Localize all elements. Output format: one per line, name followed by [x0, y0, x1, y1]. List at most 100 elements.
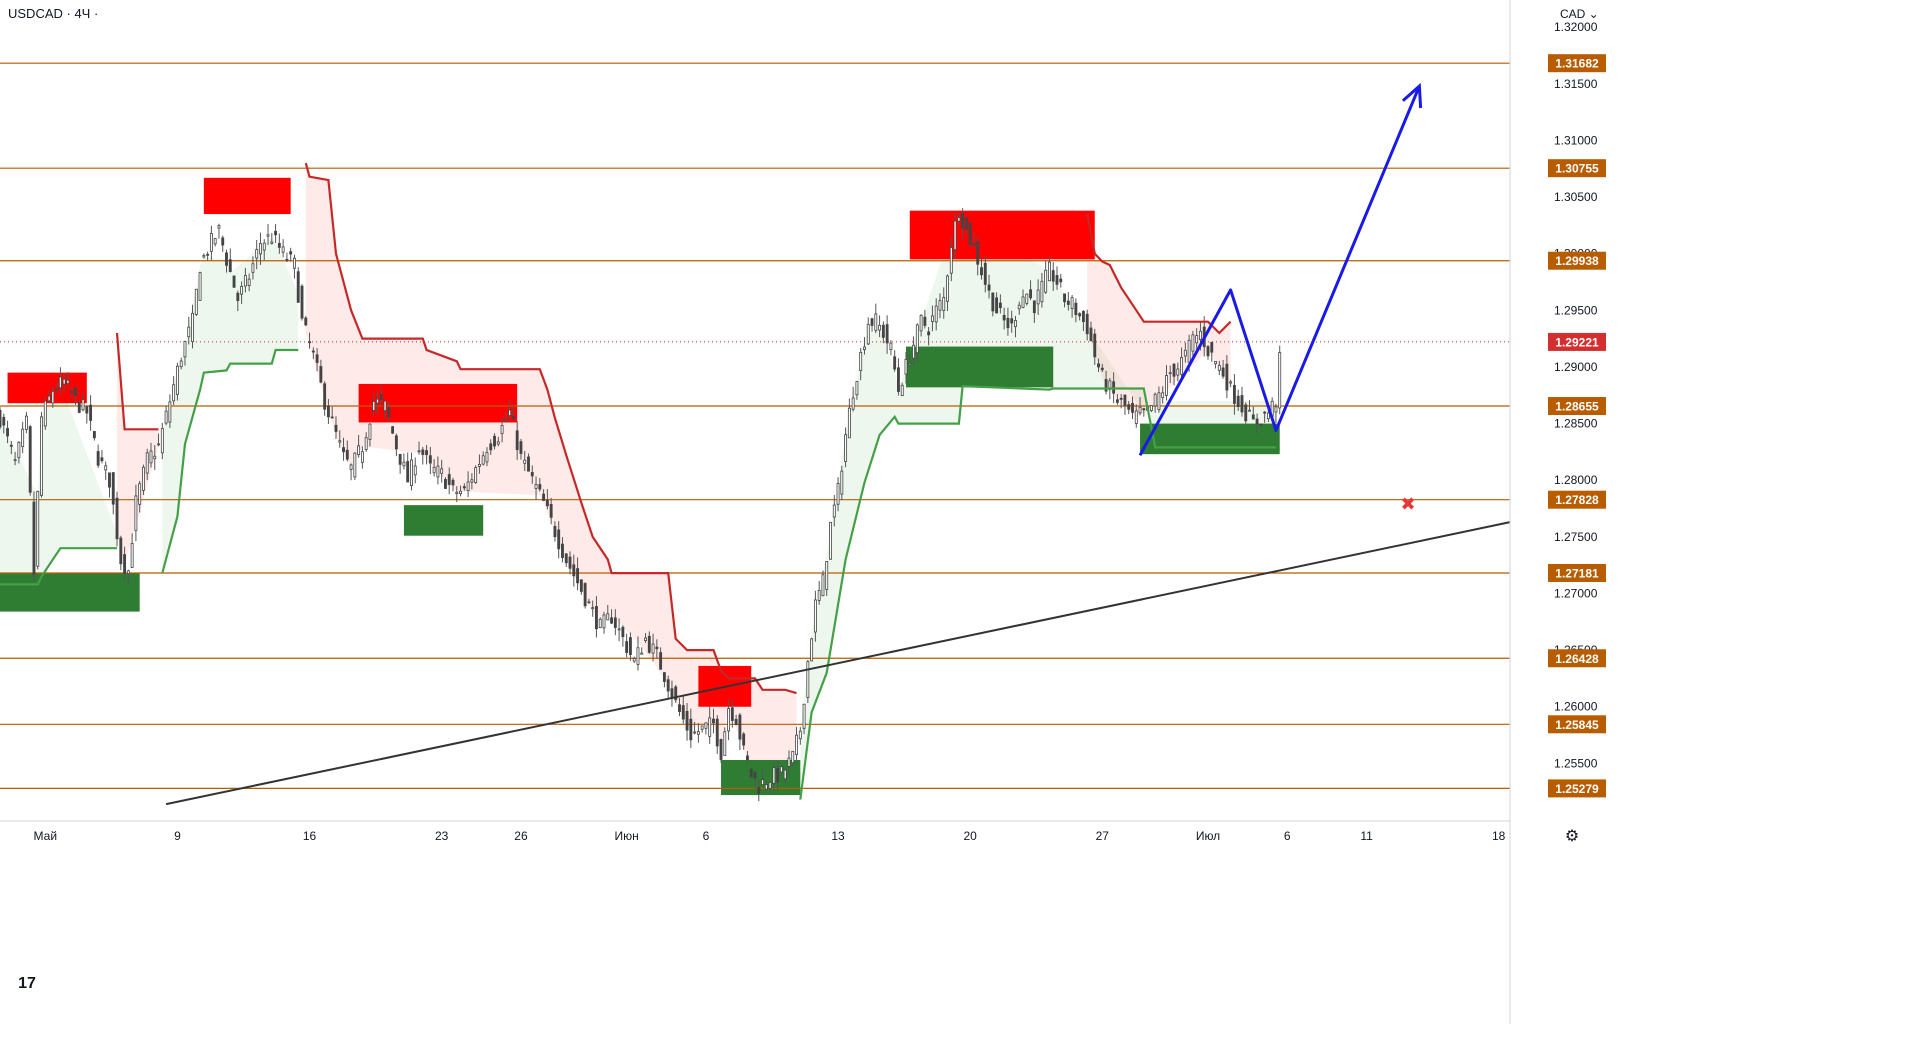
candle — [451, 477, 455, 492]
candle-body — [878, 325, 882, 331]
candle-body — [949, 247, 953, 274]
level-tag-1.25845[interactable] — [1548, 715, 1606, 734]
candle-body — [308, 341, 311, 344]
level-tag-text: 1.30755 — [1555, 162, 1599, 176]
candle — [1127, 401, 1131, 415]
candle-body — [991, 292, 995, 312]
candle-body — [1161, 392, 1165, 399]
candle-body — [621, 626, 625, 638]
current-price-tag[interactable] — [1548, 332, 1606, 351]
level-tag-1.28655[interactable] — [1548, 397, 1606, 416]
candle-body — [489, 443, 493, 451]
candle-body — [21, 428, 25, 448]
candle — [579, 579, 583, 595]
candle — [825, 561, 829, 596]
candle-body — [545, 499, 549, 507]
uptrend-fill-2 — [162, 236, 299, 574]
candle-body — [1017, 304, 1021, 310]
symbol-title[interactable]: USDCAD · 4Ч · — [8, 6, 98, 21]
supertrend-down-2[interactable] — [304, 162, 797, 695]
level-tag-1.27828[interactable] — [1548, 490, 1606, 509]
level-tag-1.26428[interactable] — [1548, 649, 1606, 668]
supply-zone-1[interactable] — [7, 372, 87, 404]
candle — [927, 326, 931, 346]
supertrend-up-1[interactable] — [0, 547, 117, 586]
supertrend-down-3[interactable] — [1086, 213, 1232, 335]
candle-body — [262, 242, 266, 251]
candle-body — [191, 312, 194, 342]
candle-body — [115, 497, 119, 540]
candle — [111, 472, 115, 515]
candle — [576, 557, 580, 591]
candle — [964, 216, 968, 235]
candle-body — [217, 225, 221, 229]
candle — [489, 439, 493, 456]
supply-zone-2[interactable] — [203, 177, 291, 215]
candle-body — [164, 410, 168, 424]
candle — [1191, 330, 1195, 361]
candle-body — [613, 617, 617, 628]
candle-body — [372, 401, 376, 411]
candle-body — [983, 262, 987, 285]
trendline[interactable] — [165, 521, 1511, 806]
candle — [1278, 345, 1282, 415]
candle — [628, 632, 632, 661]
demand-zone-4[interactable] — [906, 346, 1054, 388]
candle-body — [51, 390, 55, 404]
candle — [47, 390, 51, 403]
candle-body — [1104, 379, 1108, 392]
candle — [455, 486, 459, 503]
supertrend-up-3[interactable] — [799, 385, 1276, 800]
candle-body — [534, 484, 538, 489]
candle-body — [579, 579, 583, 592]
candle-body — [859, 352, 863, 371]
supply-zone-3[interactable] — [358, 383, 518, 423]
candle-body — [893, 356, 897, 370]
gear-icon[interactable]: ⚙ — [1565, 828, 1579, 845]
demand-zone-3[interactable] — [721, 759, 801, 796]
candle-body — [863, 346, 866, 350]
level-tag-1.29938[interactable] — [1548, 251, 1606, 270]
level-tag-text: 1.27828 — [1555, 493, 1599, 507]
candle — [568, 551, 572, 575]
level-tag-1.27181[interactable] — [1548, 563, 1606, 582]
candle — [213, 237, 217, 247]
candle-body — [889, 342, 893, 351]
candle — [870, 317, 874, 332]
currency-selector[interactable]: CAD ⌄ — [1560, 7, 1599, 21]
candle-body — [1025, 293, 1029, 304]
demand-zone-2[interactable] — [403, 505, 484, 536]
candle — [1006, 307, 1010, 336]
candle-body — [108, 472, 111, 488]
level-tag-1.25279[interactable] — [1548, 779, 1606, 798]
candle-body — [851, 397, 855, 410]
candle-body — [43, 400, 47, 427]
supertrend-up-2[interactable] — [161, 348, 299, 574]
level-tag-1.30755[interactable] — [1548, 159, 1606, 178]
candle-body — [912, 344, 915, 359]
candle — [345, 440, 349, 462]
candle — [591, 600, 595, 617]
candle-body — [987, 284, 991, 291]
level-tag-1.31682[interactable] — [1548, 54, 1606, 73]
projection-path[interactable] — [1138, 85, 1421, 457]
supertrend-down-1[interactable] — [115, 332, 159, 431]
candle-body — [421, 449, 425, 455]
tradingview-logo-icon[interactable]: 17 — [12, 973, 42, 995]
candle — [840, 465, 844, 501]
candle-body — [742, 733, 746, 746]
demand-zone-1[interactable] — [0, 573, 140, 612]
candle-body — [847, 407, 851, 439]
candle-body — [81, 399, 85, 411]
candle — [708, 707, 712, 744]
candle — [1097, 358, 1100, 373]
candle — [221, 235, 225, 252]
candle-body — [119, 537, 123, 565]
supply-zone-5[interactable] — [909, 210, 1095, 260]
candle — [104, 461, 108, 481]
demand-zone-5[interactable] — [1140, 423, 1280, 455]
candle — [813, 590, 817, 642]
candle — [908, 353, 912, 367]
